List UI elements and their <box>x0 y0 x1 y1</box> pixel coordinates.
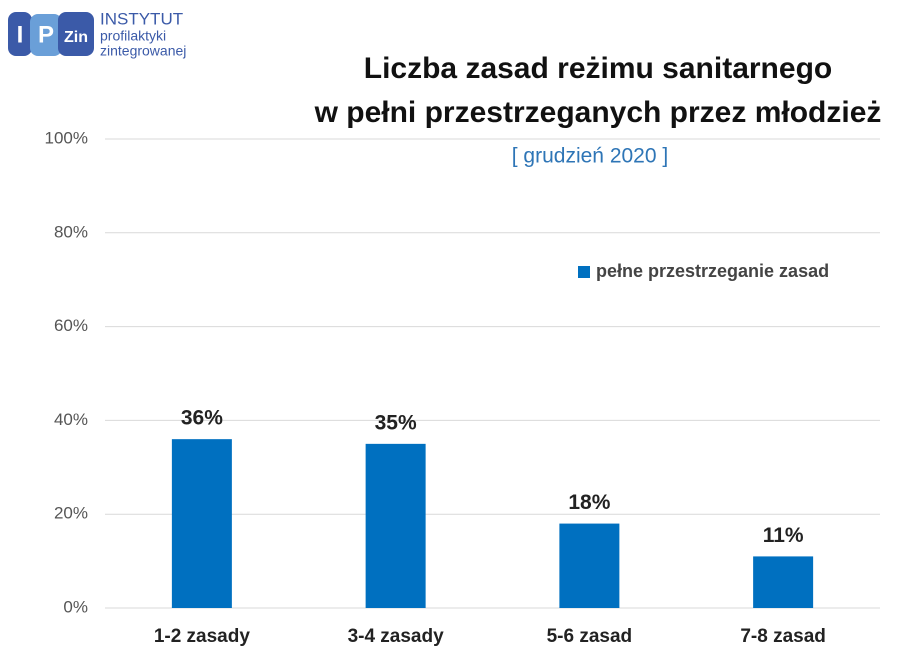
legend-label: pełne przestrzeganie zasad <box>596 261 829 281</box>
data-label: 18% <box>568 491 610 514</box>
logo: I P Zin INSTYTUT profilaktyki zintegrowa… <box>8 9 186 59</box>
y-tick-label: 80% <box>54 222 88 241</box>
bar <box>753 556 814 608</box>
y-tick-label: 40% <box>54 410 88 429</box>
logo-letter: Zin <box>64 29 88 46</box>
y-tick-label: 0% <box>63 597 88 616</box>
data-label: 36% <box>181 407 223 430</box>
x-tick-label: 1-2 zasady <box>154 626 251 647</box>
x-tick-label: 3-4 zasady <box>348 626 445 647</box>
y-tick-label: 20% <box>54 504 88 523</box>
bar <box>559 523 620 608</box>
y-tick-label: 60% <box>54 316 88 335</box>
chart-title: Liczba zasad reżimu sanitarnego <box>364 52 832 85</box>
logo-text: profilaktyki <box>100 28 166 44</box>
legend-swatch <box>578 266 590 278</box>
data-label: 35% <box>375 411 417 434</box>
logo-shape <box>8 12 32 56</box>
logo-text: INSTYTUT <box>100 9 183 28</box>
logo-shape <box>30 14 62 56</box>
x-tick-label: 5-6 zasad <box>547 626 633 647</box>
x-tick-label: 7-8 zasad <box>740 626 826 647</box>
y-tick-label: 100% <box>45 128 88 147</box>
data-label: 11% <box>763 524 804 547</box>
chart-title: w pełni przestrzeganych przez młodzież <box>314 96 882 129</box>
logo-letter: P <box>38 21 54 48</box>
bar <box>171 439 232 608</box>
logo-text: zintegrowanej <box>100 43 186 59</box>
logo-shape <box>58 12 94 56</box>
bar <box>365 443 426 608</box>
logo-letter: I <box>17 21 24 48</box>
chart-subtitle: [ grudzień 2020 ] <box>512 145 668 168</box>
